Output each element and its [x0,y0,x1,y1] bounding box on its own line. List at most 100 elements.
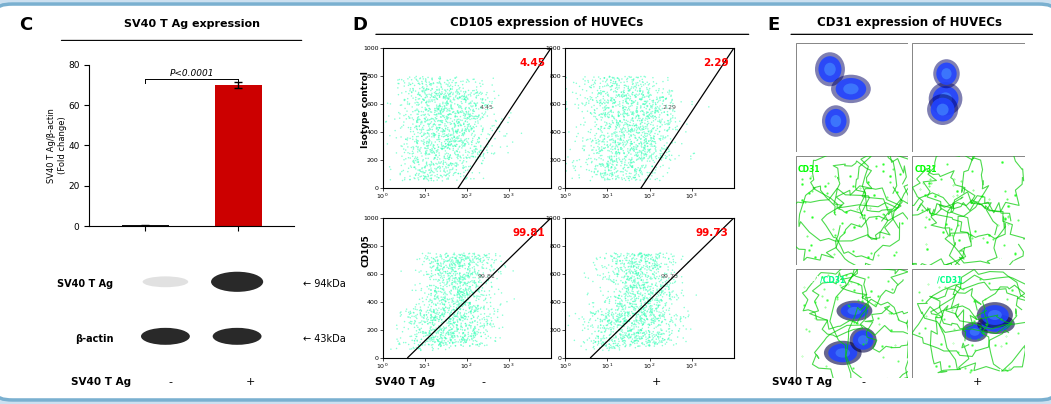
Point [659,108,676,115]
Point [602,158,619,164]
Point [675,253,692,260]
Point [652,331,668,338]
Point [419,103,436,109]
Point [605,97,622,103]
Point [601,176,618,183]
Point [413,78,430,85]
Point [456,316,473,322]
Point [626,263,643,269]
Point [449,326,466,333]
Point [423,97,439,103]
Point [607,261,624,267]
Point [412,92,429,98]
Point [482,279,499,286]
Point [454,334,471,341]
Point [622,136,639,143]
Point [412,121,429,127]
Point [461,128,478,135]
Point [439,96,456,102]
Point [445,132,461,138]
Point [642,292,659,299]
Point [445,147,461,154]
Point [575,143,592,149]
Point [437,262,454,269]
Point [661,296,678,302]
Point [607,94,624,101]
Point [441,278,458,284]
Point [626,282,643,289]
Point [644,261,661,267]
Point [652,250,668,257]
Point [396,105,413,112]
Point [628,330,645,336]
Point [596,135,613,141]
Point [458,155,475,161]
Point [455,110,472,116]
Point [435,286,452,292]
Point [647,275,664,282]
Point [628,288,645,295]
Point [458,311,475,317]
Point [417,337,434,343]
Point [432,75,449,82]
Point [607,310,624,316]
Point [619,293,636,300]
Point [656,316,673,323]
Point [658,95,675,101]
Point [454,160,471,166]
Point [622,129,639,135]
Point [439,90,456,97]
Point [624,298,641,305]
Point [657,121,674,128]
Point [408,143,425,149]
Point [599,175,616,181]
Point [458,339,475,345]
Point [609,324,625,330]
Point [449,322,466,328]
Point [469,322,486,328]
Point [641,337,658,344]
Point [647,156,664,162]
Point [632,156,648,162]
Point [440,323,457,329]
Point [621,87,638,93]
Point [448,128,465,135]
Point [460,92,477,98]
Point [615,122,632,128]
Point [416,139,433,145]
Point [423,126,439,133]
Point [432,75,449,82]
Point [632,177,648,183]
Point [445,286,461,292]
Point [463,341,480,347]
Point [468,116,485,122]
Point [414,314,431,320]
Point [470,155,487,161]
Point [457,89,474,95]
Point [477,106,494,113]
Point [455,312,472,319]
Point [439,98,456,104]
Point [390,91,407,98]
Point [588,171,604,178]
Point [615,113,632,119]
Point [607,142,624,148]
Point [588,339,604,345]
Point [588,130,604,137]
Point [623,258,640,264]
Point [594,129,611,135]
Point [558,99,575,105]
Point [433,119,450,125]
Point [449,286,466,292]
Point [598,77,615,84]
Point [439,101,456,107]
Point [472,341,489,347]
Point [475,153,492,159]
Point [450,162,467,168]
Point [456,310,473,316]
Point [613,266,630,272]
Point [621,332,638,338]
Point [482,303,499,309]
Point [465,320,481,326]
Point [423,326,439,333]
